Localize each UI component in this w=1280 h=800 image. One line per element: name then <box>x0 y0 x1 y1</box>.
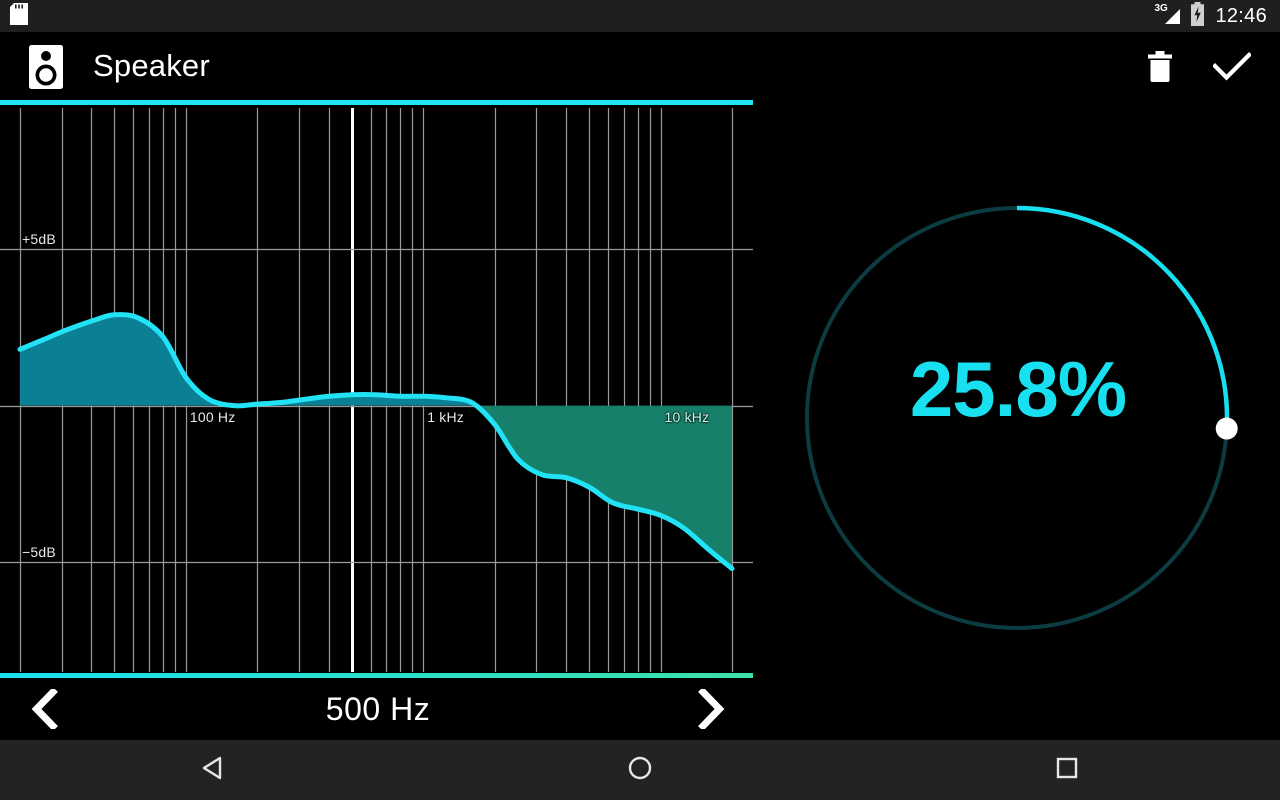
android-navigation-bar <box>0 740 1280 800</box>
axis-label-plus-5db: +5dB <box>22 231 56 247</box>
speaker-icon <box>26 44 66 89</box>
axis-label-minus-5db: −5dB <box>22 544 56 561</box>
action-bar: Speaker <box>0 32 1280 100</box>
signal-bars-shape <box>1165 9 1181 24</box>
previous-band-button[interactable] <box>0 678 90 740</box>
delete-icon[interactable] <box>1140 44 1180 88</box>
axis-label-1khz: 1 kHz <box>427 408 465 425</box>
recents-square-icon <box>1054 755 1080 786</box>
equalizer-curve-svg[interactable] <box>0 100 756 678</box>
nav-recents-button[interactable] <box>853 740 1280 800</box>
signal-strength-label: 3G <box>1154 3 1168 14</box>
gain-dial[interactable]: 25.8% <box>756 100 1280 678</box>
status-bar-left <box>0 2 28 30</box>
status-bar-right: 3G 12:46 <box>1154 1 1280 31</box>
status-bar-clock: 12:46 <box>1215 4 1267 27</box>
signal-3g-icon: 3G <box>1154 3 1181 27</box>
status-bar: 3G 12:46 <box>0 0 1280 32</box>
gain-dial-svg[interactable] <box>756 100 1280 678</box>
frequency-selector-bar: 500 Hz <box>0 678 756 740</box>
home-circle-icon <box>627 755 653 786</box>
battery-charging-icon <box>1189 1 1206 31</box>
check-icon[interactable] <box>1212 44 1252 88</box>
page-title: Speaker <box>93 48 210 83</box>
action-bar-buttons <box>1140 44 1280 88</box>
next-band-button[interactable] <box>666 678 756 740</box>
axis-label-100hz: 100 Hz <box>189 408 236 425</box>
nav-home-button[interactable] <box>427 740 854 800</box>
selected-frequency-label: 500 Hz <box>325 690 431 727</box>
back-triangle-icon <box>200 755 226 786</box>
axis-label-10khz: 10 kHz <box>664 408 710 425</box>
equalizer-graph[interactable]: +5dB −5dB 100 Hz 1 kHz 10 kHz <box>0 100 756 678</box>
nav-back-button[interactable] <box>0 740 427 800</box>
sd-card-icon <box>10 2 28 30</box>
